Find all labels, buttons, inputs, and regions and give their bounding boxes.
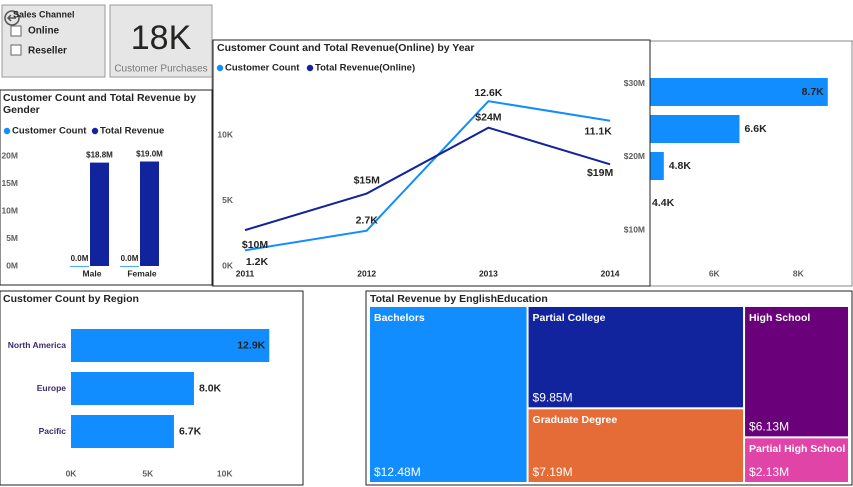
bar bbox=[71, 372, 194, 405]
tile bbox=[528, 307, 744, 408]
tile-value: $9.85M bbox=[533, 390, 573, 404]
data-label: 12.6K bbox=[474, 87, 502, 99]
line bbox=[244, 126, 611, 232]
slicer-title: Sales Channel bbox=[13, 9, 75, 19]
bar bbox=[71, 415, 174, 448]
data-label: 6.6K bbox=[744, 123, 767, 135]
chart-title: Customer Count by Region bbox=[3, 293, 139, 305]
checkbox[interactable] bbox=[10, 44, 22, 56]
tile bbox=[528, 409, 744, 482]
y-tick-label: 15M bbox=[1, 178, 18, 188]
card-value: 18K bbox=[131, 19, 192, 57]
bar bbox=[90, 162, 109, 266]
data-label: 0.0M bbox=[121, 254, 139, 263]
data-label: 8.0K bbox=[199, 382, 222, 394]
data-label: $10M bbox=[242, 239, 269, 251]
y-tick-label: North America bbox=[8, 340, 67, 350]
tile-label: Partial College bbox=[533, 312, 606, 324]
data-label: 11.1K bbox=[584, 126, 612, 138]
y-tick-label: 5K bbox=[222, 195, 234, 205]
x-tick-label: 10K bbox=[217, 468, 233, 478]
x-tick-label: 2012 bbox=[357, 268, 376, 278]
checkbox[interactable] bbox=[10, 25, 22, 37]
y-tick-label: Europe bbox=[37, 383, 67, 393]
treemap-chart: Total Revenue by EnglishEducation Bachel… bbox=[365, 290, 853, 486]
slicer-option[interactable]: Reseller bbox=[28, 46, 67, 57]
back-arrow bbox=[6, 14, 16, 22]
data-label: 1.2K bbox=[246, 256, 269, 268]
legend-marker bbox=[91, 127, 99, 135]
legend-label: Customer Count bbox=[12, 126, 87, 137]
data-label: $15M bbox=[354, 174, 381, 186]
y-tick-label: 10K bbox=[217, 129, 233, 139]
x-tick-label: 8K bbox=[793, 268, 805, 278]
tile bbox=[745, 307, 848, 437]
tile-label: High School bbox=[749, 312, 810, 324]
y-tick-label: Pacific bbox=[39, 426, 67, 436]
tile-label: Graduate Degree bbox=[533, 414, 618, 426]
tile-label: Partial High School bbox=[749, 443, 845, 455]
card-panel bbox=[109, 4, 213, 78]
y2-tick-label: $30M bbox=[624, 78, 645, 88]
data-label: $19.0M bbox=[136, 150, 163, 159]
bar bbox=[70, 265, 89, 267]
legend-marker bbox=[3, 127, 11, 135]
x-tick-label: 2013 bbox=[479, 268, 498, 278]
y-tick-label: 20M bbox=[1, 150, 18, 160]
data-label: 12.9K bbox=[237, 339, 265, 351]
data-label: 0.0M bbox=[71, 254, 89, 263]
x-tick-label: 6K bbox=[709, 268, 721, 278]
bar bbox=[140, 161, 159, 266]
bar bbox=[71, 329, 270, 362]
title-box: Customer Count and Total Revenue by Gend… bbox=[3, 92, 196, 116]
data-label: 2.7K bbox=[356, 214, 379, 226]
data-label: 8.7K bbox=[802, 86, 825, 98]
data-label: 4.8K bbox=[669, 160, 692, 172]
tile-value: $12.48M bbox=[374, 465, 421, 479]
chart-title: Customer Count and Total Revenue(Online)… bbox=[217, 42, 475, 54]
x-tick-label: 0K bbox=[66, 468, 78, 478]
bar bbox=[120, 265, 139, 267]
y-tick-label: 0K bbox=[222, 260, 234, 270]
slicer-option[interactable]: Online bbox=[28, 26, 60, 37]
data-label: 6.7K bbox=[179, 425, 202, 437]
line-chart: Customer Count and Total Revenue(Online)… bbox=[212, 39, 651, 287]
x-tick-label: Male bbox=[83, 268, 102, 278]
y2-tick-label: $10M bbox=[624, 224, 645, 234]
chart-title: Customer Count and Total Revenue by Gend… bbox=[3, 92, 196, 116]
tile-value: $6.13M bbox=[749, 420, 789, 434]
tile bbox=[370, 307, 527, 482]
tile-value: $2.13M bbox=[749, 465, 789, 479]
region-chart: Customer Count by Region 0K 5K 10K North Am… bbox=[0, 290, 304, 486]
y-tick-label: 10M bbox=[1, 205, 18, 215]
tile-label: Bachelors bbox=[374, 312, 425, 324]
x-tick-label: 2011 bbox=[236, 268, 255, 278]
line bbox=[244, 100, 611, 252]
data-label: 4.4K bbox=[652, 197, 675, 209]
x-tick-label: 2014 bbox=[601, 268, 620, 278]
y-tick-label: 0M bbox=[6, 260, 18, 270]
tile bbox=[745, 438, 848, 482]
x-tick-label: Female bbox=[127, 268, 157, 278]
x-tick-label: 5K bbox=[142, 468, 154, 478]
back-button[interactable] bbox=[4, 10, 20, 26]
data-label: $24M bbox=[475, 111, 502, 123]
tile-value: $7.19M bbox=[533, 465, 573, 479]
gender-chart: Customer Count and Total Revenue by Gend… bbox=[0, 89, 213, 286]
chart-title: Total Revenue by EnglishEducation bbox=[370, 293, 548, 305]
legend-marker bbox=[216, 64, 224, 72]
legend-label: Customer Count bbox=[225, 63, 300, 74]
legend-marker bbox=[306, 64, 314, 72]
data-label: $19M bbox=[587, 167, 614, 179]
y2-tick-label: $20M bbox=[624, 151, 645, 161]
data-label: $18.8M bbox=[86, 151, 113, 160]
card-label: Customer Purchases bbox=[114, 64, 207, 75]
legend-label: Total Revenue(Online) bbox=[315, 63, 415, 74]
y-tick-label: 5M bbox=[6, 233, 18, 243]
legend-label: Total Revenue bbox=[100, 126, 164, 137]
